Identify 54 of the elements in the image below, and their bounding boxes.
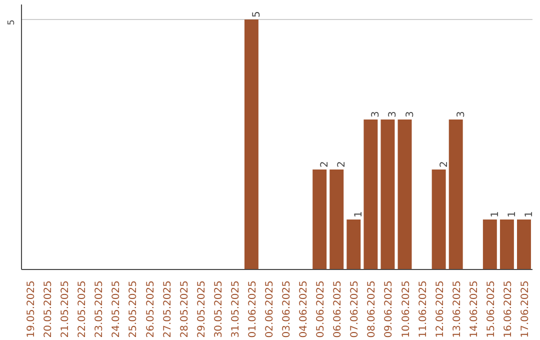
x-tick-label: 13.06.2025 (452, 280, 463, 338)
data-label: 2 (438, 161, 450, 168)
bar (312, 170, 327, 270)
x-tick-label: 20.05.2025 (43, 280, 54, 338)
x-tick-label: 28.05.2025 (179, 280, 190, 338)
data-label: 2 (336, 161, 348, 168)
x-tick-label: 25.05.2025 (128, 280, 140, 338)
x-tick-label: 10.06.2025 (400, 280, 412, 338)
bar (482, 220, 497, 270)
x-tick-label: 21.05.2025 (60, 280, 72, 338)
x-tick-label: 24.05.2025 (111, 280, 122, 338)
x-tick-label: 14.06.2025 (468, 280, 480, 338)
bar (517, 220, 531, 270)
data-label: 3 (388, 111, 399, 118)
data-label: 3 (404, 111, 416, 118)
x-tick-label: 23.05.2025 (94, 280, 106, 338)
data-label: 1 (524, 211, 535, 218)
data-label: 5 (251, 11, 262, 18)
x-tick-label: 27.05.2025 (162, 280, 174, 338)
bar (330, 170, 344, 270)
x-tick-label: 06.06.2025 (332, 280, 344, 338)
data-label: 2 (320, 161, 331, 168)
bar (398, 120, 412, 270)
x-tick-label: 05.06.2025 (316, 280, 327, 338)
x-tick-label: 15.06.2025 (486, 280, 497, 338)
x-tick-label: 08.06.2025 (366, 280, 378, 338)
bar (500, 220, 514, 270)
x-tick-label: 17.06.2025 (520, 280, 531, 338)
x-tick-label: 31.05.2025 (230, 280, 242, 338)
x-tick-label: 22.05.2025 (77, 280, 88, 338)
bar (432, 170, 446, 270)
x-tick-label: 01.06.2025 (247, 280, 258, 338)
bar (244, 20, 258, 270)
x-tick-label: 29.05.2025 (196, 280, 208, 338)
data-label: 1 (490, 211, 501, 218)
x-tick-label: 26.05.2025 (145, 280, 156, 338)
x-tick-label: 04.06.2025 (298, 280, 310, 338)
data-label: 1 (506, 211, 518, 218)
data-label: 3 (370, 111, 382, 118)
x-tick-label: 19.05.2025 (26, 280, 38, 338)
bar (364, 120, 378, 270)
bar (346, 220, 361, 270)
x-tick-label: 03.06.2025 (282, 280, 293, 338)
x-tick-label: 02.06.2025 (264, 280, 276, 338)
data-label: 3 (456, 111, 467, 118)
x-tick-label: 16.06.2025 (502, 280, 514, 338)
x-tick-label: 07.06.2025 (350, 280, 361, 338)
bar (380, 120, 395, 270)
x-tick-label: 12.06.2025 (434, 280, 446, 338)
x-tick-label: 11.06.2025 (418, 280, 429, 338)
x-tick-label: 30.05.2025 (213, 280, 224, 338)
x-tick-label: 09.06.2025 (384, 280, 395, 338)
bar (448, 120, 463, 270)
data-label: 1 (354, 211, 365, 218)
